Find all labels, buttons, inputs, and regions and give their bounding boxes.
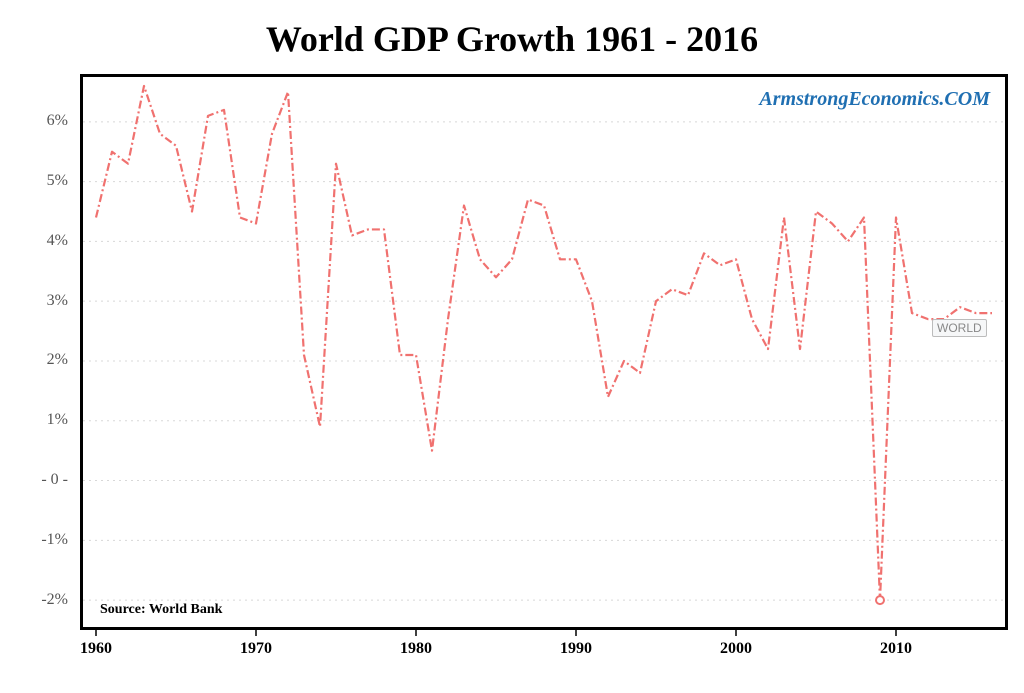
y-tick-label: - 0 - [0,471,68,489]
y-tick-label: -1% [0,531,68,549]
series-label-world: WORLD [932,319,987,337]
y-tick-label: 6% [0,112,68,130]
x-tick-label: 1970 [216,640,296,658]
x-tick-label: 1980 [376,640,456,658]
y-tick-label: 1% [0,411,68,429]
gdp-growth-line [96,86,992,600]
y-tick-label: 4% [0,232,68,250]
attribution-watermark: ArmstrongEconomics.COM [759,88,990,111]
trough-marker-icon [876,596,884,604]
x-tick-label: 2010 [856,640,936,658]
y-tick-label: 3% [0,292,68,310]
y-tick-label: 5% [0,172,68,190]
x-tick-label: 2000 [696,640,776,658]
y-tick-label: -2% [0,591,68,609]
source-label: Source: World Bank [100,602,222,618]
x-tick-label: 1990 [536,640,616,658]
x-tick-label: 1960 [56,640,136,658]
y-tick-label: 2% [0,351,68,369]
